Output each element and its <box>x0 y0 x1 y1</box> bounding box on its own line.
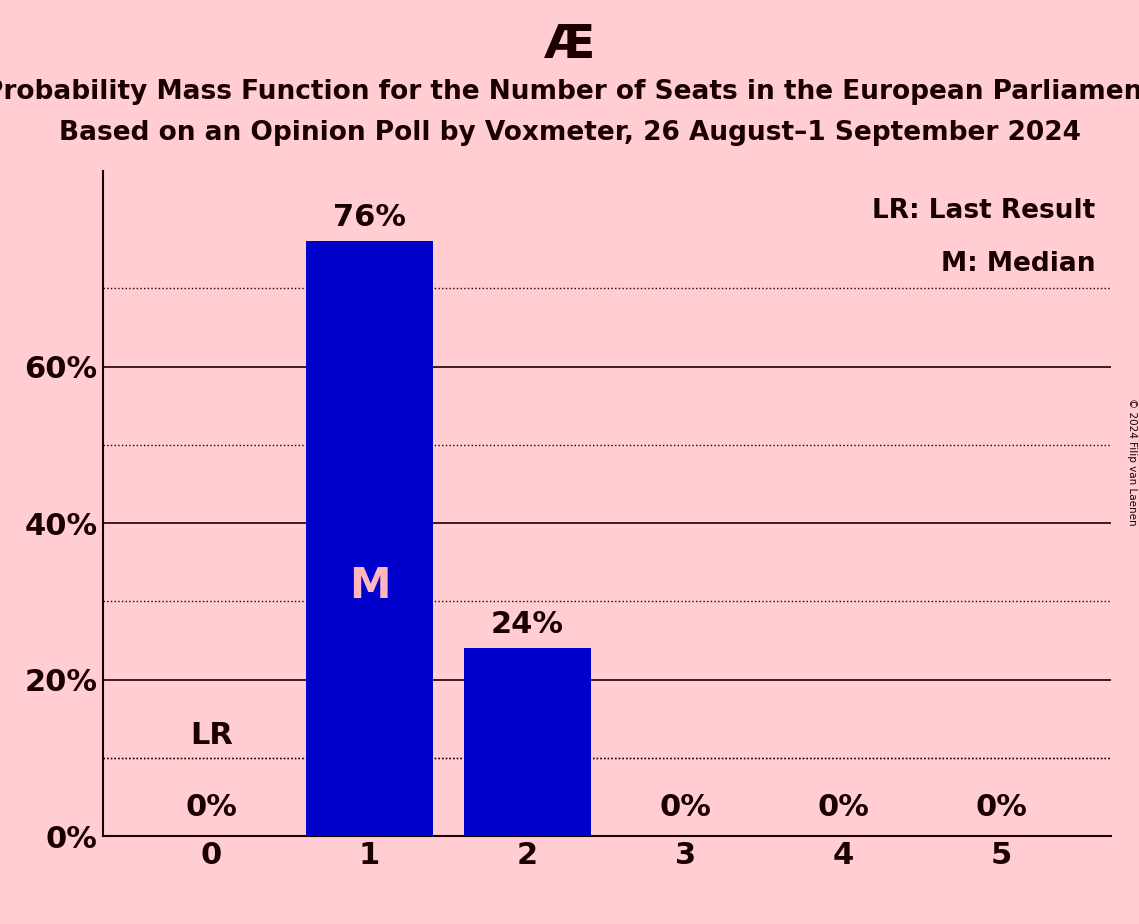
Text: LR: LR <box>190 721 233 750</box>
Text: 0%: 0% <box>818 793 869 822</box>
Text: 0%: 0% <box>976 793 1027 822</box>
Text: 24%: 24% <box>491 610 564 639</box>
Text: Based on an Opinion Poll by Voxmeter, 26 August–1 September 2024: Based on an Opinion Poll by Voxmeter, 26… <box>58 120 1081 146</box>
Bar <box>306 241 433 836</box>
Text: Probability Mass Function for the Number of Seats in the European Parliament: Probability Mass Function for the Number… <box>0 79 1139 104</box>
Text: M: Median: M: Median <box>941 250 1096 277</box>
Text: © 2024 Filip van Laenen: © 2024 Filip van Laenen <box>1126 398 1137 526</box>
Text: 76%: 76% <box>333 203 405 232</box>
Text: 0%: 0% <box>659 793 712 822</box>
Text: 0%: 0% <box>186 793 237 822</box>
Text: LR: Last Result: LR: Last Result <box>872 198 1096 224</box>
Bar <box>465 649 591 836</box>
Text: M: M <box>349 565 391 607</box>
Text: Æ: Æ <box>543 23 596 68</box>
